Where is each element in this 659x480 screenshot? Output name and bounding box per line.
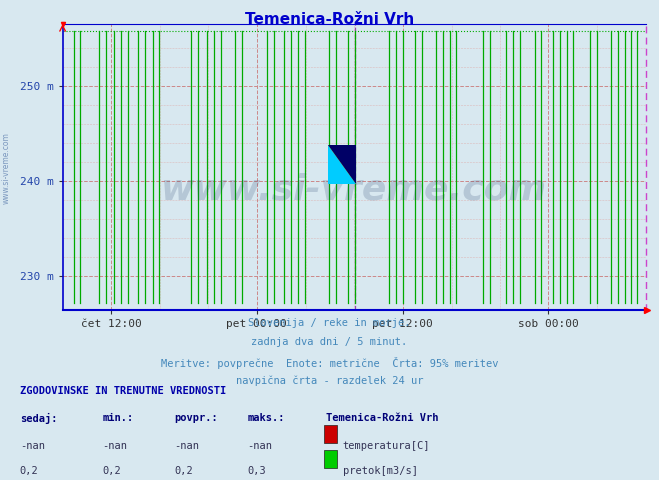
Text: -nan: -nan — [102, 441, 127, 451]
Text: maks.:: maks.: — [247, 413, 285, 423]
Text: povpr.:: povpr.: — [175, 413, 218, 423]
Text: Temenica-Rožni Vrh: Temenica-Rožni Vrh — [326, 413, 439, 423]
Text: zadnja dva dni / 5 minut.: zadnja dva dni / 5 minut. — [251, 337, 408, 348]
Text: navpična črta - razdelek 24 ur: navpična črta - razdelek 24 ur — [236, 376, 423, 386]
Text: www.si-vreme.com: www.si-vreme.com — [161, 173, 547, 207]
Polygon shape — [328, 145, 356, 184]
Text: www.si-vreme.com: www.si-vreme.com — [2, 132, 11, 204]
Text: -nan: -nan — [175, 441, 200, 451]
Text: 0,2: 0,2 — [102, 466, 121, 476]
Text: Slovenija / reke in morje.: Slovenija / reke in morje. — [248, 318, 411, 328]
Polygon shape — [328, 145, 356, 184]
Text: Temenica-Rožni Vrh: Temenica-Rožni Vrh — [245, 12, 414, 27]
Text: 0,2: 0,2 — [175, 466, 193, 476]
Text: -nan: -nan — [20, 441, 45, 451]
Text: pretok[m3/s]: pretok[m3/s] — [343, 466, 418, 476]
Text: -nan: -nan — [247, 441, 272, 451]
Text: 0,2: 0,2 — [20, 466, 38, 476]
Text: Meritve: povprečne  Enote: metrične  Črta: 95% meritev: Meritve: povprečne Enote: metrične Črta:… — [161, 357, 498, 369]
Text: temperatura[C]: temperatura[C] — [343, 441, 430, 451]
Text: min.:: min.: — [102, 413, 133, 423]
Text: ZGODOVINSKE IN TRENUTNE VREDNOSTI: ZGODOVINSKE IN TRENUTNE VREDNOSTI — [20, 386, 226, 396]
Text: 0,3: 0,3 — [247, 466, 266, 476]
Bar — [328, 145, 356, 184]
Text: sedaj:: sedaj: — [20, 413, 57, 424]
